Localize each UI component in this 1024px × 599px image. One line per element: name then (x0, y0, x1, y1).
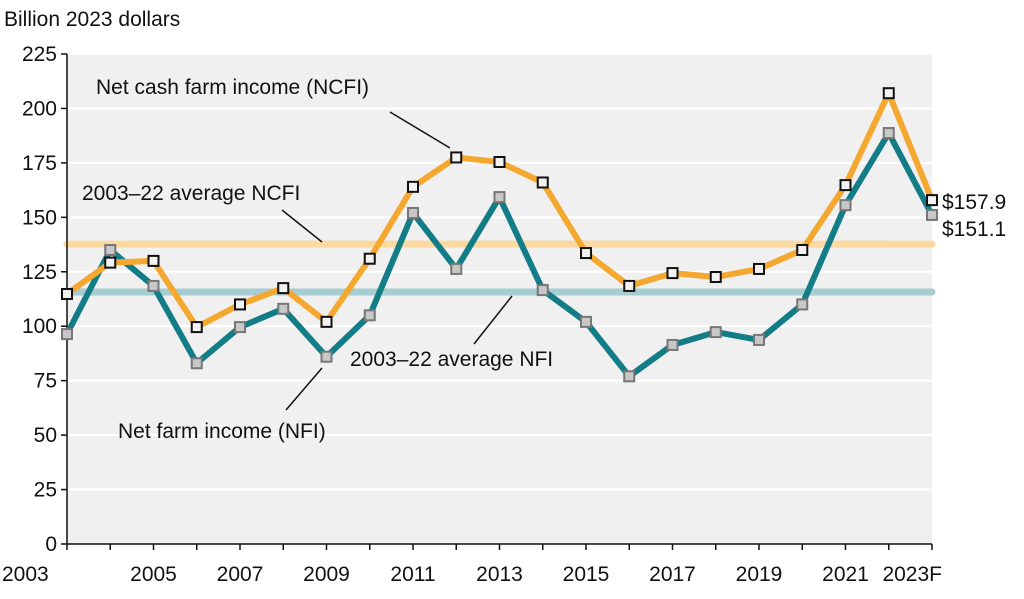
ncfi-point (882, 87, 895, 100)
ncfi-point (709, 271, 722, 284)
ncfi-point (753, 262, 765, 275)
ncfi-point (536, 176, 549, 189)
x-tick-label: 2003 (2, 563, 49, 586)
nfi-point (450, 262, 463, 275)
y-tick-label: 75 (34, 370, 57, 393)
x-tick-label: 2017 (649, 563, 696, 586)
nfi-series-label: Net farm income (NFI) (118, 420, 326, 443)
ncfi-point (666, 267, 679, 280)
nfi-point (104, 244, 117, 256)
nfi-average-label: 2003–22 average NFI (350, 348, 553, 371)
y-tick-label: 50 (34, 424, 57, 447)
ncfi-point (839, 179, 852, 192)
y-tick-label: 100 (22, 315, 57, 338)
y-tick-label: 150 (22, 206, 57, 229)
ncfi-average-leader-line (281, 209, 323, 243)
ncfi-end-label: $157.9 (942, 191, 1006, 214)
y-axis-label: Billion 2023 dollars (4, 8, 180, 31)
y-tick-label: 25 (34, 479, 57, 502)
ncfi-point (190, 321, 203, 334)
nfi-point (363, 309, 376, 322)
nfi-point (536, 284, 549, 297)
ncfi-point (363, 252, 376, 265)
ncfi-point (407, 180, 419, 193)
x-tick-label: 2019 (736, 563, 783, 586)
ncfi-point (320, 315, 333, 328)
x-tick-label: 2023F (882, 563, 942, 586)
ncfi-point (796, 244, 809, 256)
x-tick-label: 2021 (822, 563, 869, 586)
nfi-point (407, 206, 419, 219)
y-tick-label: 200 (22, 97, 57, 120)
nfi-leader-line (285, 367, 323, 411)
nfi-point (190, 357, 203, 370)
x-tick-label: 2015 (563, 563, 610, 586)
nfi-point (277, 302, 290, 315)
plot-background (67, 54, 932, 544)
nfi-point (623, 370, 636, 383)
nfi-point (839, 199, 852, 212)
ncfi-point (104, 256, 117, 269)
ncfi-point (61, 287, 73, 300)
x-tick-label: 2011 (390, 563, 435, 586)
ncfi-series-label: Net cash farm income (NCFI) (96, 76, 369, 99)
ncfi-average-label: 2003–22 average NCFI (82, 182, 300, 205)
ncfi-point (623, 279, 636, 292)
ncfi-point (277, 282, 290, 295)
nfi-point (320, 350, 333, 363)
x-tick-label: 2005 (130, 563, 177, 586)
ncfi-point (580, 247, 592, 260)
nfi-point (882, 127, 895, 140)
nfi-point (753, 333, 765, 346)
nfi-point (61, 328, 73, 341)
x-tick-label: 2009 (303, 563, 350, 586)
nfi-point (796, 298, 809, 311)
ncfi-point (450, 151, 463, 164)
y-tick-label: 175 (22, 152, 57, 175)
nfi-average-leader-line (473, 295, 513, 345)
ncfi-point (147, 254, 160, 267)
nfi-point (666, 338, 679, 351)
nfi-point (493, 191, 506, 204)
y-tick-label: 0 (45, 533, 57, 556)
nfi-end-label: $151.1 (942, 218, 1006, 241)
y-tick-label: 125 (22, 261, 57, 284)
nfi-point (709, 326, 722, 339)
nfi-point (926, 208, 938, 221)
ncfi-leader-line (389, 111, 451, 149)
ncfi-point (493, 156, 506, 169)
ncfi-point (234, 298, 246, 311)
y-tick-label: 225 (22, 43, 57, 66)
nfi-point (147, 279, 160, 292)
nfi-point (234, 321, 246, 334)
x-tick-label: 2007 (217, 563, 264, 586)
x-tick-label: 2013 (476, 563, 523, 586)
ncfi-point (926, 194, 938, 207)
nfi-point (580, 315, 592, 328)
